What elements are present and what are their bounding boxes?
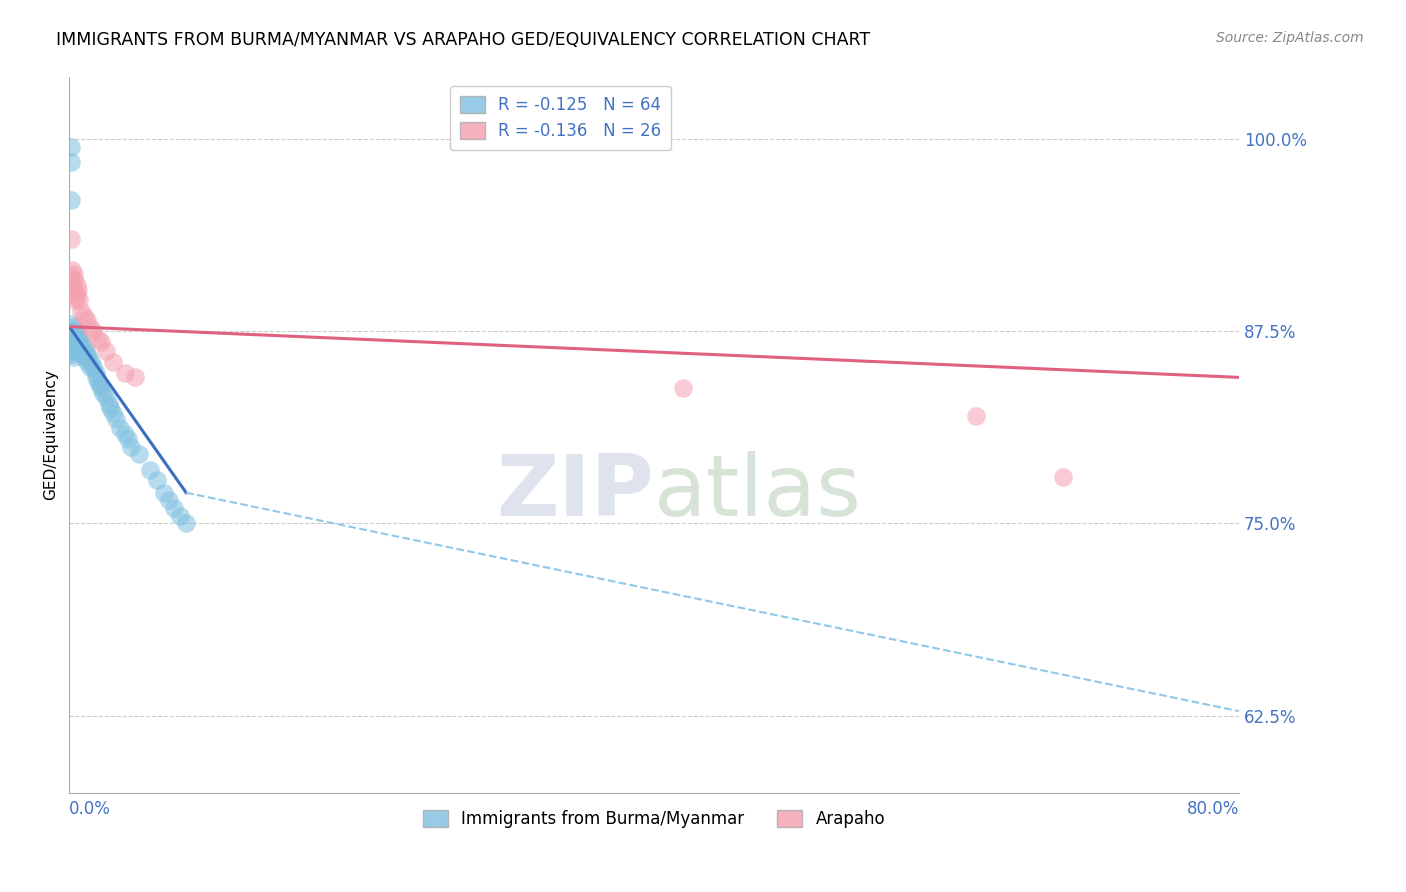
Point <box>70 334 93 349</box>
Point <box>62 319 84 334</box>
Point <box>76 347 98 361</box>
Point <box>62 351 84 365</box>
Point <box>157 493 180 508</box>
Point <box>62 268 84 282</box>
Point <box>63 293 86 308</box>
Point <box>66 329 89 343</box>
Point <box>128 447 150 461</box>
Point <box>62 324 84 338</box>
Point <box>62 340 84 354</box>
Point <box>163 501 186 516</box>
Point <box>72 347 94 361</box>
Point <box>965 409 987 423</box>
Point <box>69 293 91 308</box>
Point <box>63 332 86 346</box>
Point <box>65 289 87 303</box>
Text: 0.0%: 0.0% <box>69 800 111 818</box>
Point <box>65 332 87 346</box>
Point <box>105 412 128 426</box>
Point <box>153 485 176 500</box>
Point <box>82 324 104 338</box>
Point <box>110 421 132 435</box>
Point <box>79 359 101 374</box>
Point <box>62 344 84 359</box>
Point <box>672 381 695 395</box>
Point <box>63 327 86 342</box>
Point <box>65 334 87 349</box>
Point <box>60 340 83 354</box>
Point <box>60 332 83 346</box>
Point <box>174 516 197 531</box>
Point <box>89 378 111 392</box>
Point <box>1052 470 1074 484</box>
Point <box>62 334 84 349</box>
Point <box>59 155 82 169</box>
Point <box>120 440 142 454</box>
Point <box>70 344 93 359</box>
Legend: Immigrants from Burma/Myanmar, Arapaho: Immigrants from Burma/Myanmar, Arapaho <box>416 803 891 834</box>
Point <box>69 332 91 346</box>
Point <box>94 390 117 404</box>
Point <box>146 474 169 488</box>
Point <box>114 427 136 442</box>
Point <box>65 326 87 340</box>
Point <box>66 332 89 346</box>
Point <box>73 309 96 323</box>
Point <box>59 270 82 285</box>
Point <box>97 396 120 410</box>
Point <box>94 344 117 359</box>
Point <box>59 139 82 153</box>
Point <box>138 463 160 477</box>
Point <box>87 375 110 389</box>
Point <box>65 278 87 293</box>
Point <box>62 273 84 287</box>
Point <box>60 262 83 277</box>
Text: atlas: atlas <box>654 450 862 533</box>
Text: 80.0%: 80.0% <box>1187 800 1239 818</box>
Point <box>87 332 110 346</box>
Point <box>62 329 84 343</box>
Text: ZIP: ZIP <box>496 450 654 533</box>
Point <box>77 351 100 365</box>
Point <box>69 340 91 354</box>
Text: Source: ZipAtlas.com: Source: ZipAtlas.com <box>1216 31 1364 45</box>
Point <box>63 340 86 354</box>
Point <box>124 370 146 384</box>
Point <box>84 370 107 384</box>
Point <box>59 232 82 246</box>
Point <box>66 340 89 354</box>
Point <box>60 278 83 293</box>
Point <box>117 432 139 446</box>
Point <box>84 366 107 380</box>
Point <box>73 340 96 354</box>
Point <box>70 304 93 318</box>
Point <box>76 355 98 369</box>
Point <box>60 344 83 359</box>
Point <box>60 347 83 361</box>
Point <box>75 344 97 359</box>
Point <box>114 366 136 380</box>
Point <box>82 359 104 374</box>
Point <box>90 334 112 349</box>
Y-axis label: GED/Equivalency: GED/Equivalency <box>44 369 58 500</box>
Point <box>66 283 89 297</box>
Point <box>59 317 82 331</box>
Text: IMMIGRANTS FROM BURMA/MYANMAR VS ARAPAHO GED/EQUIVALENCY CORRELATION CHART: IMMIGRANTS FROM BURMA/MYANMAR VS ARAPAHO… <box>56 31 870 49</box>
Point <box>63 285 86 300</box>
Point <box>59 194 82 208</box>
Point <box>76 313 98 327</box>
Point <box>101 406 124 420</box>
Point <box>79 319 101 334</box>
Point <box>98 401 121 416</box>
Point <box>169 508 191 523</box>
Point <box>60 332 83 346</box>
Point <box>90 381 112 395</box>
Point <box>73 351 96 365</box>
Point <box>91 385 114 400</box>
Point <box>63 323 86 337</box>
Point <box>60 334 83 349</box>
Point <box>101 355 124 369</box>
Point <box>80 355 103 369</box>
